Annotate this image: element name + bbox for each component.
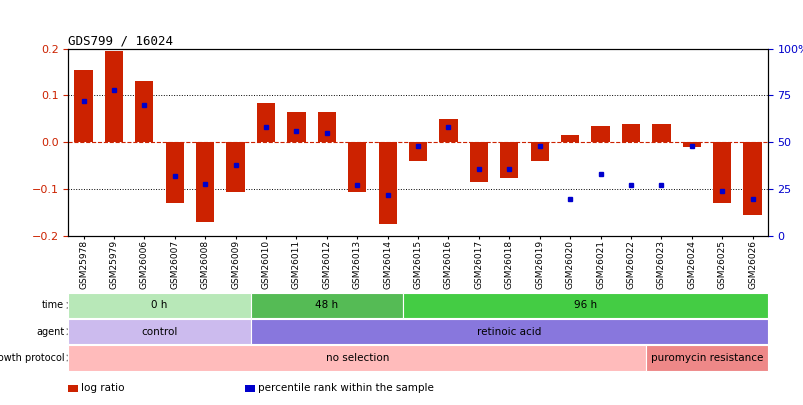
Bar [287,112,305,143]
Bar [438,119,457,143]
Bar [104,51,123,143]
Bar [135,81,153,143]
Text: percentile rank within the sample: percentile rank within the sample [258,384,434,393]
Text: 0 h: 0 h [151,301,168,310]
Text: no selection: no selection [325,353,389,363]
Bar [165,143,184,203]
Bar [530,143,548,161]
Bar [469,143,487,182]
Bar [499,143,518,177]
Bar [317,112,336,143]
Bar [196,143,214,222]
Text: agent: agent [36,327,64,337]
Bar [682,143,700,147]
Bar [75,70,92,143]
Bar [651,124,670,143]
Text: GDS799 / 16024: GDS799 / 16024 [68,34,173,47]
Bar [560,135,578,143]
Text: puromycin resistance: puromycin resistance [650,353,762,363]
Bar [621,124,639,143]
Text: control: control [141,327,177,337]
Text: log ratio: log ratio [81,384,124,393]
Bar [378,143,397,224]
Bar [712,143,731,203]
Bar [348,143,366,192]
Text: 96 h: 96 h [573,301,596,310]
Text: growth protocol: growth protocol [0,353,64,363]
Bar [743,143,760,215]
Text: time: time [42,301,64,310]
Bar [226,143,244,192]
Bar [409,143,426,161]
Bar [591,126,609,143]
Bar [257,102,275,143]
Text: retinoic acid: retinoic acid [476,327,541,337]
Text: 48 h: 48 h [315,301,338,310]
